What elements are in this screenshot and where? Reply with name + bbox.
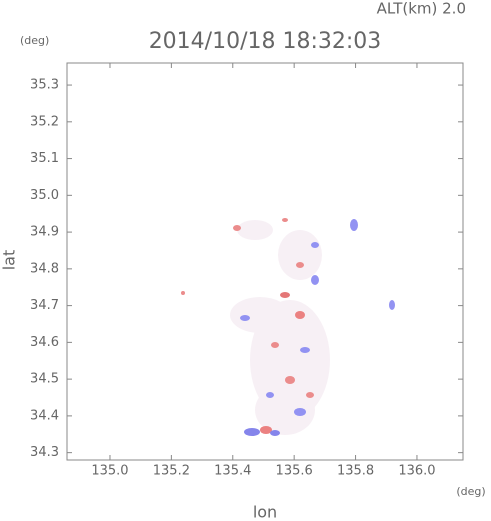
- y-tick-label: 34.6: [30, 335, 59, 350]
- echo: [270, 430, 280, 436]
- echo: [306, 392, 314, 398]
- echo: [311, 275, 319, 285]
- y-tick-label: 35.0: [30, 188, 59, 203]
- y-axis-label: lat: [0, 250, 19, 271]
- echo: [280, 292, 290, 298]
- y-tick-label: 34.3: [30, 445, 59, 460]
- echo: [285, 376, 295, 384]
- echo: [350, 219, 358, 231]
- echo: [389, 300, 395, 310]
- x-tick-label: 135.2: [153, 464, 190, 479]
- y-tick-label: 34.7: [30, 298, 59, 313]
- echo: [240, 315, 250, 321]
- x-tick-label: 135.0: [91, 464, 128, 479]
- echo: [300, 347, 310, 353]
- echo-area: [278, 230, 322, 280]
- echo: [296, 262, 304, 268]
- radar-echoes: [181, 218, 395, 436]
- echo: [266, 392, 274, 398]
- echo: [244, 428, 260, 436]
- y-tick-label: 35.2: [30, 114, 59, 129]
- x-tick-label: 135.4: [214, 464, 251, 479]
- echo-area: [230, 297, 290, 333]
- y-tick-label: 35.3: [30, 78, 59, 93]
- y-tick-label: 34.5: [30, 372, 59, 387]
- echo: [311, 242, 319, 248]
- y-unit: (deg): [20, 34, 49, 47]
- echo-area: [237, 220, 273, 240]
- x-unit: (deg): [456, 485, 485, 498]
- echo: [294, 408, 306, 416]
- y-tick-label: 34.8: [30, 261, 59, 276]
- x-tick-label: 135.6: [276, 464, 313, 479]
- x-axis-label: lon: [253, 503, 277, 521]
- x-tick-label: 135.8: [337, 464, 374, 479]
- echo: [282, 218, 288, 222]
- echo: [260, 426, 272, 434]
- altitude-label: ALT(km) 2.0: [377, 0, 466, 18]
- x-tick-label: 136.0: [398, 464, 435, 479]
- plot-frame: [66, 62, 464, 461]
- y-tick-label: 34.4: [30, 408, 59, 423]
- echo: [295, 311, 305, 319]
- chart-title: 2014/10/18 18:32:03: [149, 29, 382, 54]
- echo: [233, 225, 241, 231]
- echo: [271, 342, 279, 348]
- echo: [181, 291, 185, 295]
- y-tick-label: 35.1: [30, 151, 59, 166]
- y-tick-label: 34.9: [30, 225, 59, 240]
